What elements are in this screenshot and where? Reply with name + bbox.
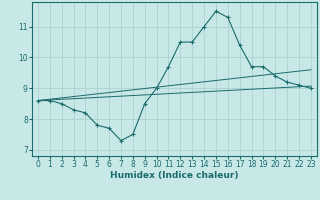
X-axis label: Humidex (Indice chaleur): Humidex (Indice chaleur) — [110, 171, 239, 180]
